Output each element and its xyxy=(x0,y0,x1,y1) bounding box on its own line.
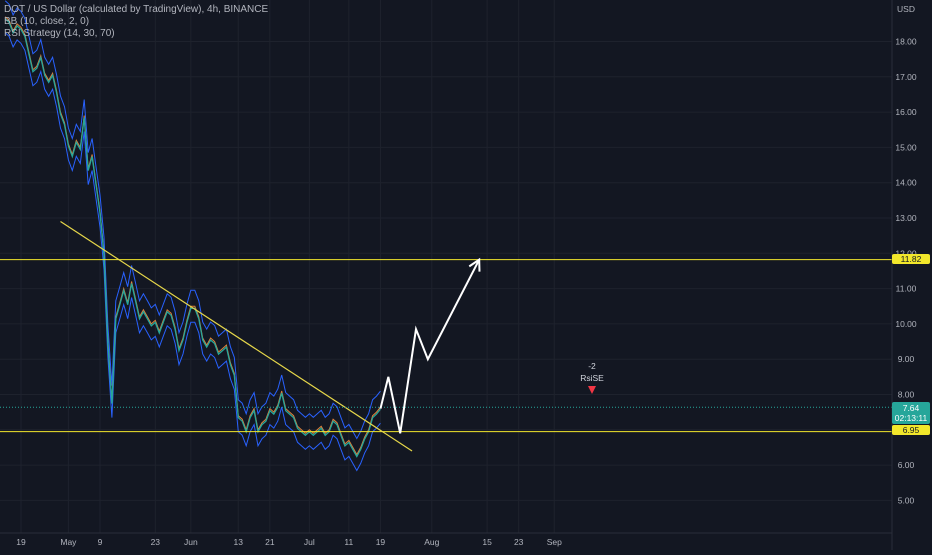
x-tick-label: 19 xyxy=(16,537,26,547)
x-tick-label: May xyxy=(60,537,77,547)
y-tick-label: 8.00 xyxy=(898,390,915,400)
y-tick-label: 15.00 xyxy=(895,142,917,152)
axes: 5.006.007.008.009.0010.0011.0012.0013.00… xyxy=(0,0,917,550)
grid xyxy=(0,0,892,533)
y-tick-label: 5.00 xyxy=(898,495,915,505)
signal-marker: -2 RsiSE xyxy=(580,361,604,394)
bar-countdown: 02:13:11 xyxy=(894,413,928,423)
sell-arrow-icon xyxy=(588,386,596,394)
trend-line xyxy=(60,221,413,452)
y-tick-label: 12.00 xyxy=(895,248,917,258)
y-tick-label: 11.00 xyxy=(896,284,917,294)
x-tick-label: 21 xyxy=(265,537,275,547)
x-tick-label: 23 xyxy=(151,537,161,547)
arrowhead-icon xyxy=(468,257,481,272)
y-tick-label: 16.00 xyxy=(895,107,917,117)
x-tick-label: Jul xyxy=(304,537,315,547)
x-tick-label: Jun xyxy=(184,537,198,547)
y-tick-label: 18.00 xyxy=(895,37,917,47)
lower-level-price-tag: 6.95 xyxy=(892,425,930,435)
drawings[interactable] xyxy=(0,221,892,452)
y-tick-label: 10.00 xyxy=(895,319,917,329)
price-line xyxy=(4,18,381,458)
y-tick-label: 13.00 xyxy=(895,213,917,223)
upper-band xyxy=(4,0,381,440)
current-price-value: 7.64 xyxy=(902,403,920,413)
y-tick-label: 6.00 xyxy=(898,460,915,470)
signal-label: RsiSE xyxy=(580,373,604,383)
x-tick-label: 13 xyxy=(234,537,244,547)
x-tick-label: 23 xyxy=(514,537,524,547)
bollinger-bands xyxy=(4,0,381,472)
y-tick-label: 17.00 xyxy=(895,72,917,82)
x-tick-label: 19 xyxy=(376,537,386,547)
y-tick-label: 9.00 xyxy=(898,354,915,364)
upper-level-price-tag: 11.82 xyxy=(892,254,930,264)
price-series xyxy=(4,16,381,458)
lower-band xyxy=(4,32,381,472)
x-tick-label: Sep xyxy=(547,537,562,547)
x-tick-label: 9 xyxy=(98,537,103,547)
basis-line xyxy=(4,16,381,456)
current-price-tag: 7.64 02:13:11 xyxy=(892,402,930,424)
x-tick-label: Aug xyxy=(424,537,439,547)
currency-label: USD xyxy=(897,4,915,14)
signal-value: -2 xyxy=(588,361,596,371)
projection-path xyxy=(379,259,481,434)
x-tick-label: 11 xyxy=(344,537,353,547)
x-tick-label: 15 xyxy=(482,537,492,547)
y-tick-label: 14.00 xyxy=(895,178,917,188)
